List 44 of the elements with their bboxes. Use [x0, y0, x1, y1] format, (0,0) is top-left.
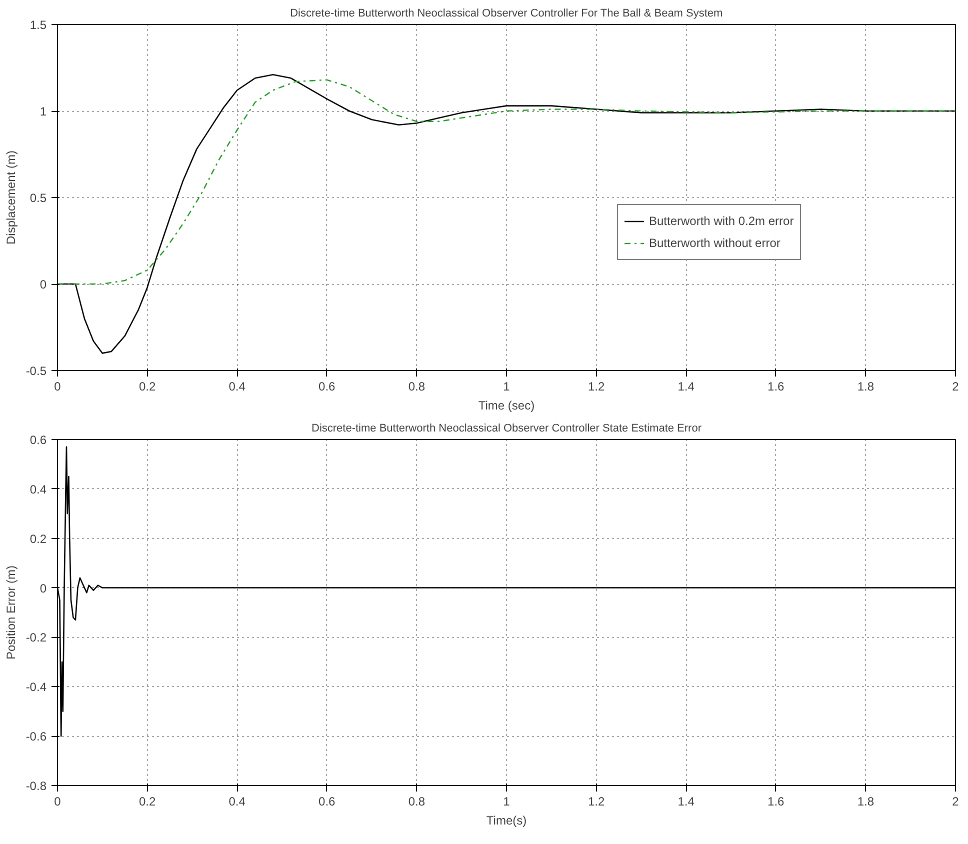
- y-tick-label: -0.4: [26, 680, 47, 694]
- y-tick-label: -0.2: [26, 630, 47, 645]
- chart-title: Discrete-time Butterworth Neoclassical Observer Controller State Estimate Error: [311, 422, 702, 434]
- x-tick-label: 1.8: [857, 794, 874, 808]
- x-tick-label: 0.6: [318, 794, 336, 808]
- y-tick-label: 1: [40, 104, 47, 118]
- x-tick-label: 1.6: [768, 380, 785, 394]
- y-tick-label: -0.8: [26, 779, 47, 793]
- x-tick-label: 0.8: [408, 794, 426, 808]
- x-tick-label: 0.2: [138, 794, 156, 808]
- x-tick-label: 0.8: [408, 380, 426, 394]
- x-tick-label: 1.4: [678, 794, 695, 808]
- x-tick-label: 2: [952, 794, 960, 808]
- x-tick-label: 1.2: [588, 380, 605, 394]
- x-tick-label: 1: [503, 794, 510, 808]
- x-tick-label: 0: [54, 380, 62, 394]
- y-tick-label: -0.6: [26, 730, 47, 744]
- x-tick-label: 0.4: [228, 794, 246, 808]
- y-tick-label: 0.2: [30, 532, 47, 546]
- y-tick-label: 0.5: [30, 191, 47, 205]
- y-tick-label: 1.5: [30, 18, 47, 32]
- y-axis-title: Displacement (m): [4, 150, 18, 245]
- x-tick-label: 0: [54, 794, 62, 808]
- x-tick-label: 2: [952, 380, 960, 394]
- x-tick-label: 1: [503, 380, 510, 394]
- legend-label: Butterworth without error: [649, 236, 780, 250]
- legend-label: Butterworth with 0.2m error: [649, 214, 794, 228]
- chart-title: Discrete-time Butterworth Neoclassical Observer Controller For The Ball & Beam System: [290, 8, 723, 20]
- x-tick-label: 1.4: [678, 380, 695, 394]
- line-series: [58, 79, 956, 285]
- y-tick-label: 0: [40, 581, 47, 596]
- y-tick-label: 0.6: [30, 433, 47, 447]
- x-tick-label: 0.6: [318, 380, 336, 394]
- x-tick-label: 1.2: [588, 794, 605, 808]
- x-tick-label: 0.4: [228, 380, 246, 394]
- y-tick-label: -0.5: [26, 364, 47, 378]
- x-tick-label: 1.6: [768, 794, 785, 808]
- x-tick-label: 0.2: [138, 380, 156, 394]
- x-tick-label: 1.8: [857, 380, 874, 394]
- x-axis-title: Time (sec): [478, 398, 535, 412]
- x-axis-title: Time(s): [486, 814, 527, 828]
- y-tick-label: 0: [40, 278, 47, 292]
- y-axis-title: Position Error (m): [4, 565, 18, 660]
- y-tick-label: 0.4: [30, 482, 47, 496]
